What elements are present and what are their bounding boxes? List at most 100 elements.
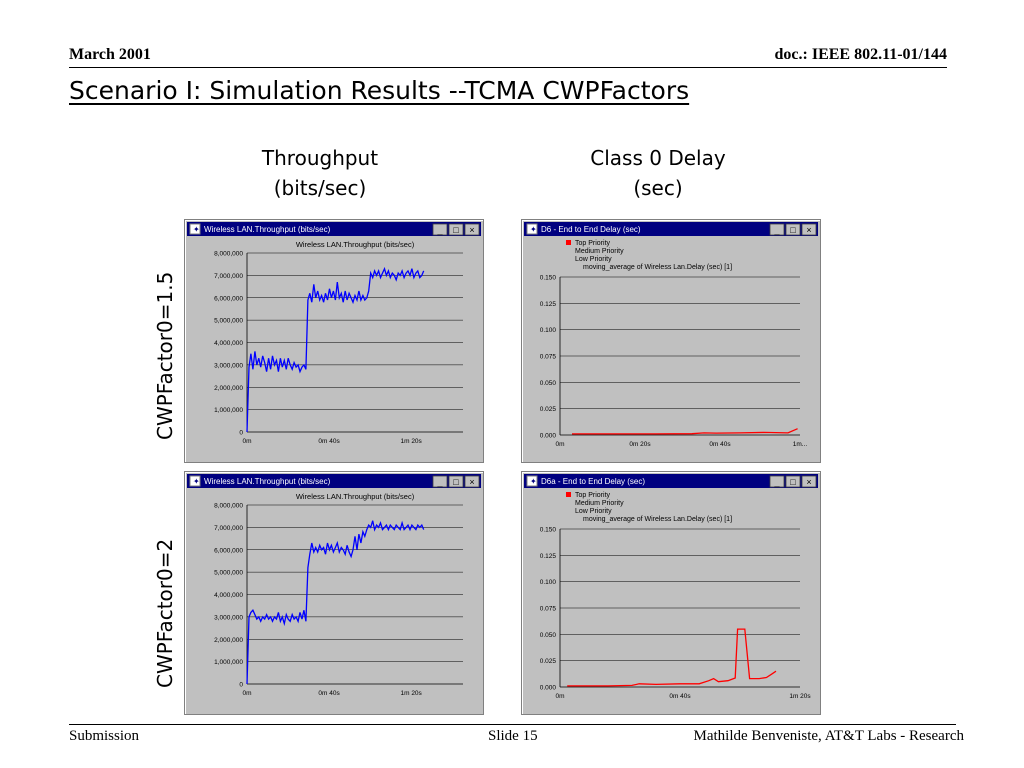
legend-low-priority: Low Priority bbox=[575, 256, 612, 263]
legend-medium-priority: Medium Priority bbox=[575, 248, 624, 255]
app-icon-glyph: ✦ bbox=[193, 225, 200, 234]
app-icon-glyph: ✦ bbox=[530, 477, 537, 486]
y-tick-label: 0.150 bbox=[540, 275, 557, 282]
close-button[interactable] bbox=[801, 475, 817, 488]
y-tick-label: 0.150 bbox=[540, 527, 557, 534]
title-bar[interactable] bbox=[187, 474, 481, 488]
legend-swatch-top bbox=[566, 492, 571, 497]
legend-low-priority: Low Priority bbox=[575, 508, 612, 515]
app-icon bbox=[189, 223, 201, 235]
x-tick-label: 0m 40s bbox=[709, 441, 731, 448]
minimize-button[interactable] bbox=[432, 223, 448, 236]
app-icon bbox=[189, 475, 201, 487]
title-bar[interactable] bbox=[524, 474, 818, 488]
y-tick-label: 2,000,000 bbox=[214, 637, 243, 644]
maximize-button[interactable] bbox=[785, 475, 801, 488]
app-icon-glyph: ✦ bbox=[193, 477, 200, 486]
y-tick-label: 0.050 bbox=[540, 380, 557, 387]
y-tick-label: 8,000,000 bbox=[214, 251, 243, 258]
maximize-button[interactable] bbox=[785, 223, 801, 236]
maximize-button[interactable] bbox=[448, 475, 464, 488]
footer-slide-number: Slide 15 bbox=[488, 728, 538, 744]
legend-top-priority: Top Priority bbox=[575, 492, 611, 499]
y-tick-label: 1,000,000 bbox=[214, 407, 243, 414]
throughput-window-1[interactable]: ✦ Wireless LAN.Throughput (bits/sec) _ □ × Wi… bbox=[184, 219, 484, 463]
y-tick-label: 4,000,000 bbox=[214, 592, 243, 599]
y-tick-label: 0.100 bbox=[540, 327, 557, 334]
legend-moving-average: moving_average of Wireless Lan.Delay (se… bbox=[583, 516, 732, 523]
minimize-icon: _ bbox=[436, 225, 443, 235]
title-bar[interactable] bbox=[524, 222, 818, 236]
y-tick-label: 4,000,000 bbox=[214, 340, 243, 347]
minimize-icon: _ bbox=[773, 225, 780, 235]
app-icon bbox=[526, 223, 538, 235]
chart-title: Wireless LAN.Throughput (bits/sec) bbox=[296, 240, 415, 249]
minimize-button[interactable] bbox=[769, 475, 785, 488]
maximize-icon: □ bbox=[790, 225, 796, 235]
window-title: Wireless LAN.Throughput (bits/sec) bbox=[204, 477, 331, 486]
close-button[interactable] bbox=[801, 223, 817, 236]
close-button[interactable] bbox=[464, 475, 480, 488]
title-bar[interactable] bbox=[187, 222, 481, 236]
close-icon: × bbox=[469, 477, 474, 487]
y-tick-label: 0.000 bbox=[540, 433, 557, 440]
chart-svg: ✦ Wireless LAN.Throughput (bits/sec) _ □ × Wi… bbox=[187, 222, 481, 445]
series-line bbox=[572, 428, 798, 435]
x-tick-label: 0m bbox=[555, 693, 564, 700]
header-date: March 2001 bbox=[69, 46, 151, 63]
window-title: Wireless LAN.Throughput (bits/sec) bbox=[204, 225, 331, 234]
minimize-icon: _ bbox=[436, 477, 443, 487]
x-tick-label: 1m 20s bbox=[400, 438, 422, 445]
chart-svg: ✦ Wireless LAN.Throughput (bits/sec) _ □ × Wi… bbox=[187, 474, 481, 697]
y-tick-label: 0 bbox=[239, 682, 243, 689]
y-tick-label: 3,000,000 bbox=[214, 362, 243, 369]
footer-rule bbox=[69, 724, 956, 725]
close-icon: × bbox=[469, 225, 474, 235]
app-icon bbox=[526, 475, 538, 487]
y-tick-label: 0.075 bbox=[540, 606, 557, 613]
legend-moving-average: moving_average of Wireless Lan.Delay (se… bbox=[583, 264, 732, 271]
y-tick-label: 0.025 bbox=[540, 406, 557, 413]
delay-window-2[interactable]: ✦ D6a - End to End Delay (sec) _ □ × Top Prio… bbox=[521, 471, 821, 715]
delay-window-1[interactable]: ✦ D6 - End to End Delay (sec) _ □ × Top Prior… bbox=[521, 219, 821, 463]
footer-submission: Submission bbox=[69, 728, 140, 744]
y-tick-label: 5,000,000 bbox=[214, 570, 243, 577]
maximize-button[interactable] bbox=[448, 223, 464, 236]
x-tick-label: 0m 40s bbox=[318, 690, 340, 697]
y-tick-label: 6,000,000 bbox=[214, 295, 243, 302]
column-heading-delay-line1: Class 0 Delay bbox=[590, 146, 726, 170]
x-tick-label: 0m bbox=[242, 690, 251, 697]
column-heading-delay-line2: (sec) bbox=[633, 176, 683, 200]
y-tick-label: 7,000,000 bbox=[214, 273, 243, 280]
chart-title: Wireless LAN.Throughput (bits/sec) bbox=[296, 492, 415, 501]
y-tick-label: 0.100 bbox=[540, 579, 557, 586]
minimize-button[interactable] bbox=[769, 223, 785, 236]
y-tick-label: 0 bbox=[239, 430, 243, 437]
minimize-button[interactable] bbox=[432, 475, 448, 488]
column-heading-throughput-line1: Throughput bbox=[261, 146, 379, 170]
throughput-window-2[interactable]: ✦ Wireless LAN.Throughput (bits/sec) _ □ × Wi… bbox=[184, 471, 484, 715]
x-tick-label: 0m bbox=[555, 441, 564, 448]
series-line bbox=[567, 628, 777, 687]
y-tick-label: 2,000,000 bbox=[214, 385, 243, 392]
y-tick-label: 0.125 bbox=[540, 553, 557, 560]
y-tick-label: 0.000 bbox=[540, 685, 557, 692]
y-tick-label: 6,000,000 bbox=[214, 547, 243, 554]
y-tick-label: 7,000,000 bbox=[214, 525, 243, 532]
y-tick-label: 0.075 bbox=[540, 354, 557, 361]
y-tick-label: 0.125 bbox=[540, 301, 557, 308]
y-tick-label: 8,000,000 bbox=[214, 503, 243, 510]
close-icon: × bbox=[806, 477, 811, 487]
app-icon-glyph: ✦ bbox=[530, 225, 537, 234]
maximize-icon: □ bbox=[790, 477, 796, 487]
chart-svg: ✦ D6a - End to End Delay (sec) _ □ × Top Prio… bbox=[524, 474, 818, 700]
x-tick-label: 1m... bbox=[793, 441, 808, 448]
series-line bbox=[246, 266, 425, 433]
y-tick-label: 3,000,000 bbox=[214, 614, 243, 621]
header-doc-id: doc.: IEEE 802.11-01/144 bbox=[774, 46, 947, 63]
column-heading-delay: Class 0 Delay (sec) bbox=[528, 143, 788, 203]
close-button[interactable] bbox=[464, 223, 480, 236]
y-tick-label: 0.025 bbox=[540, 658, 557, 665]
row-label-cwpfactor-1-5: CWPFactor0=1.5 bbox=[153, 271, 177, 440]
column-heading-throughput-line2: (bits/sec) bbox=[273, 176, 367, 200]
